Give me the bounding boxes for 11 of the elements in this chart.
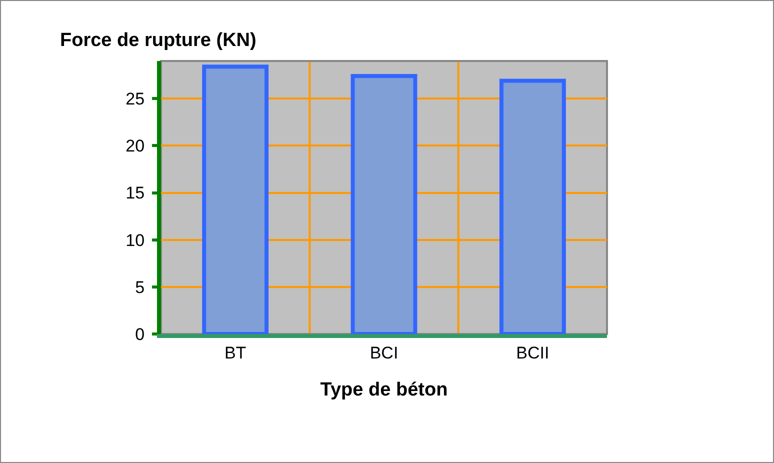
y-tick-label: 0 — [135, 324, 145, 344]
y-tick-label: 15 — [126, 184, 145, 203]
y-tick-label: 20 — [126, 136, 145, 156]
x-tick-label: BCII — [516, 343, 550, 362]
y-tick-label: 5 — [135, 278, 145, 297]
chart-title: Force de rupture (KN) — [60, 30, 256, 51]
x-axis-title: Type de béton — [320, 380, 448, 401]
y-tick-label: 25 — [126, 90, 145, 109]
y-tick-label: 10 — [126, 230, 145, 250]
x-tick-label: BCI — [370, 343, 398, 362]
x-tick-label: BT — [224, 343, 246, 362]
